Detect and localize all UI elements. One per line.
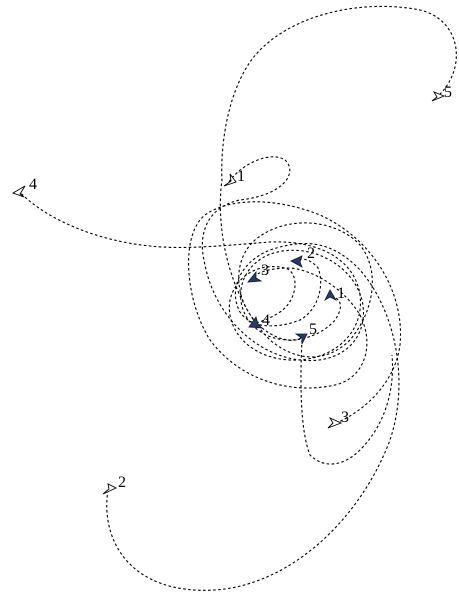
- inner-marker-5-arrow-icon: [294, 333, 308, 345]
- inner-marker-2-arrow-icon: [290, 255, 303, 268]
- inner-label-5: 5: [309, 321, 317, 338]
- inner-marker-1: 1: [324, 285, 345, 302]
- outer-marker-1: 1: [223, 168, 245, 187]
- inner-label-3: 3: [261, 262, 269, 279]
- inner-label-1: 1: [337, 285, 345, 302]
- outer-marker-3-arrow-icon: [327, 416, 343, 429]
- outer-marker-4: 4: [11, 176, 37, 198]
- outer-label-3: 3: [341, 409, 349, 426]
- inner-label-4: 4: [262, 312, 270, 329]
- outer-label-1: 1: [237, 168, 245, 185]
- inner-marker-2: 2: [290, 245, 315, 268]
- inner-marker-4: 4: [248, 312, 270, 329]
- outer-marker-2-arrow-icon: [102, 483, 118, 495]
- outer-marker-1-arrow-icon: [223, 173, 237, 187]
- trajectory-path-2: [106, 242, 400, 591]
- inner-marker-1-arrow-icon: [324, 289, 338, 302]
- outer-label-4: 4: [29, 176, 37, 193]
- trajectory-path-5: [219, 5, 457, 358]
- inner-marker-5: 5: [294, 321, 317, 345]
- inner-marker-4-arrow-icon: [248, 316, 264, 329]
- outer-marker-5: 5: [431, 84, 452, 102]
- outer-label-5: 5: [444, 84, 452, 101]
- trajectory-path-1: [201, 156, 364, 362]
- inner-marker-3-arrow-icon: [247, 270, 263, 283]
- outer-marker-5-arrow-icon: [431, 91, 446, 102]
- outer-label-2: 2: [118, 474, 126, 491]
- inner-marker-3: 3: [247, 262, 269, 283]
- outer-marker-3: 3: [327, 409, 349, 429]
- trajectory-path-5-tail: [300, 339, 394, 465]
- trajectory-path-3: [188, 201, 402, 426]
- outer-marker-2: 2: [102, 474, 126, 495]
- outer-marker-4-arrow-icon: [11, 185, 26, 198]
- inner-label-2: 2: [307, 245, 315, 262]
